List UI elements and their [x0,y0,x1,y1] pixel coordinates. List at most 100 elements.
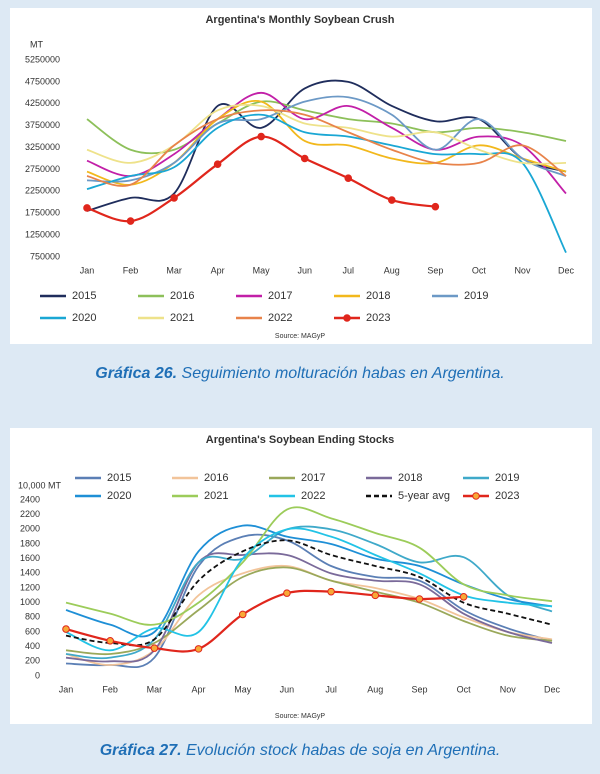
series-line [65,533,553,669]
legend-label: 2017 [268,290,292,302]
x-tick-label: Aug [384,265,400,275]
x-tick-label: Mar [166,265,182,275]
legend-label: 5-year avg [398,490,450,502]
y-tick-label: 1600 [20,553,40,563]
legend-label: 2021 [170,312,194,324]
caption-label: Gráfica 26. [95,365,177,382]
legend-label: 2016 [204,472,228,484]
y-axis-label: MT [30,39,43,49]
x-tick-label: May [234,684,252,694]
data-point [283,589,291,597]
data-point [344,174,353,182]
series-line [65,525,553,660]
data-point [194,645,203,653]
series-line [65,589,464,653]
legend-label: 2022 [268,312,292,324]
y-tick-label: 600 [25,626,40,636]
series-line [65,566,553,656]
y-tick-label: 1750000 [25,208,60,218]
y-tick-label: 2250000 [25,186,60,196]
series-line [65,539,553,647]
y-tick-label: 3250000 [25,142,60,152]
chart-box [10,428,592,724]
x-tick-label: Dec [558,265,575,275]
series-line [65,506,553,626]
y-tick-label: 3750000 [25,120,60,130]
x-tick-label: Mar [147,684,163,694]
legend-label: 2018 [366,290,390,302]
y-tick-label: 1400 [20,568,40,578]
x-tick-label: Aug [367,684,383,694]
y-tick-label: 1000 [20,597,40,607]
x-tick-label: Oct [472,265,487,275]
x-tick-label: Jan [80,265,95,275]
data-point [150,644,159,652]
legend-label: 2018 [398,472,422,484]
legend-label: 2019 [495,472,519,484]
y-tick-label: 2200 [20,509,40,519]
source: Source: MAGyP [275,713,326,720]
x-tick-label: Jul [325,684,337,694]
chart-title: Argentina's Soybean Ending Stocks [206,434,394,446]
x-tick-label: May [253,265,271,275]
data-point [300,154,309,163]
x-tick-label: Feb [102,684,118,694]
data-point [238,610,247,619]
x-tick-label: Sep [411,684,427,694]
y-tick-label: 400 [25,641,40,651]
x-tick-label: Nov [500,684,517,694]
x-tick-label: Apr [192,684,206,694]
x-tick-label: Feb [123,265,139,275]
data-point [126,217,135,225]
x-tick-label: Jul [343,265,355,275]
y-tick-label: 4750000 [25,76,60,86]
data-point [388,196,396,204]
y-tick-label: 750000 [30,251,60,261]
legend-marker [343,314,351,322]
x-tick-label: Jun [280,684,295,694]
y-tick-label: 0 [35,670,40,680]
caption: Gráfica 26. Seguimiento molturación haba… [95,365,504,382]
data-point [257,132,265,141]
y-tick-label: 1200 [20,582,40,592]
chart-box [10,8,592,344]
x-tick-label: Apr [211,265,225,275]
caption-text: Evolución stock habas de soja en Argenti… [182,742,501,759]
data-point [83,204,91,212]
y-tick-label: 200 [25,656,40,666]
y-tick-label: 5250000 [25,54,60,64]
y-tick-label: 1800 [20,538,40,548]
legend-label: 2020 [107,490,131,502]
x-tick-label: Jan [59,684,74,694]
caption-label: Gráfica 27. [100,742,182,759]
legend-label: 2023 [495,490,519,502]
legend-label: 2017 [301,472,325,484]
series-line [86,109,567,187]
data-point [415,595,424,603]
y-axis-label: 10,000 MT [18,480,62,490]
x-tick-label: Dec [544,684,561,694]
y-tick-label: 2400 [20,494,40,504]
legend-label: 2022 [301,490,325,502]
series-line [86,100,567,155]
data-point [371,591,380,600]
legend-label: 2020 [72,312,96,324]
x-tick-label: Jun [297,265,312,275]
legend-label: 2015 [107,472,131,484]
legend-label: 2019 [464,290,488,302]
y-tick-label: 4250000 [25,98,60,108]
y-tick-label: 2000 [20,524,40,534]
data-point [459,593,468,601]
y-tick-label: 800 [25,612,40,622]
legend-label: 2023 [366,312,390,324]
data-point [170,194,178,202]
data-point [62,625,70,633]
y-tick-label: 1250000 [25,229,60,239]
legend-label: 2015 [72,290,96,302]
data-point [106,637,114,645]
y-tick-label: 2750000 [25,164,60,174]
data-point [431,202,440,211]
legend-marker [472,492,480,500]
series-line [86,95,567,183]
